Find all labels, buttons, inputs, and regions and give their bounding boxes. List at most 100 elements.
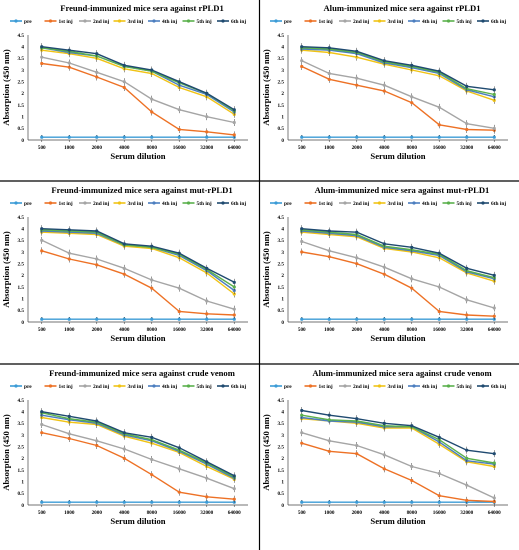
data-point [492, 88, 496, 92]
x-tick-label: 500 [38, 327, 46, 333]
data-point [437, 251, 441, 255]
data-point [177, 446, 181, 450]
y-tick-label: 4.5 [278, 215, 285, 221]
y-axis-label: Absorption (450 nm) [261, 231, 271, 308]
data-point [437, 500, 441, 504]
legend-label: 4th inj [162, 19, 177, 25]
data-point [465, 135, 469, 139]
y-tick-label: 3.5 [278, 238, 285, 244]
legend-marker [48, 384, 53, 388]
data-point [150, 110, 154, 114]
data-point [355, 76, 359, 80]
y-tick-label: 0 [21, 503, 24, 509]
y-tick-label: 2.5 [18, 444, 25, 450]
y-tick-label: 0 [21, 138, 24, 144]
data-point [327, 255, 331, 259]
data-point [300, 317, 304, 321]
data-point [67, 61, 71, 65]
data-point [177, 108, 181, 112]
x-tick-label: 1000 [64, 327, 75, 333]
y-tick-label: 4 [281, 409, 284, 415]
x-tick-label: 32000 [200, 327, 213, 333]
data-point [300, 135, 304, 139]
chart-panel: Alum-immunized mice sera against crude v… [261, 368, 508, 526]
x-tick-label: 4000 [119, 327, 130, 333]
series-line [41, 49, 235, 115]
series-line [41, 229, 235, 288]
x-tick-label: 1000 [64, 510, 75, 516]
legend-marker [343, 384, 347, 388]
series-line [301, 48, 495, 98]
legend-label: 5th inj [197, 201, 212, 207]
legend-label: 1st inj [319, 201, 333, 207]
data-point [355, 452, 359, 456]
series-line [301, 240, 495, 309]
series-line [41, 250, 235, 316]
x-tick-label: 8000 [147, 145, 158, 151]
x-axis-label: Serum dilution [110, 333, 165, 343]
x-tick-label: 1000 [324, 145, 335, 151]
data-point [205, 299, 209, 303]
data-point [382, 467, 386, 471]
legend-marker [343, 19, 347, 23]
data-point [232, 120, 236, 125]
legend-label: 5th inj [197, 384, 212, 390]
x-tick-label: 500 [298, 327, 306, 333]
x-axis-label: Serum dilution [370, 333, 425, 343]
y-tick-label: 3 [281, 433, 284, 439]
data-point [492, 461, 496, 465]
x-tick-label: 500 [298, 145, 306, 151]
data-point [177, 500, 181, 504]
x-axis-label: Serum dilution [110, 151, 165, 161]
x-tick-label: 64000 [228, 145, 241, 151]
data-point [150, 278, 154, 282]
data-point [355, 262, 359, 266]
legend-marker [308, 19, 313, 23]
legend-marker [152, 201, 156, 205]
legend-label: 4th inj [162, 201, 177, 207]
y-tick-label: 2 [21, 273, 24, 279]
data-point [122, 85, 126, 90]
x-tick-label: 500 [38, 510, 46, 516]
data-point [300, 413, 304, 417]
x-tick-label: 64000 [228, 327, 241, 333]
data-point [410, 286, 414, 290]
data-point [382, 135, 386, 139]
data-point [410, 63, 414, 67]
series-line [41, 411, 235, 477]
data-point [327, 418, 331, 422]
data-point [410, 101, 414, 105]
y-tick-label: 0.5 [18, 491, 25, 497]
legend-marker [221, 19, 225, 23]
data-point [382, 272, 386, 276]
y-tick-label: 0 [281, 320, 284, 326]
legend-marker [221, 384, 225, 388]
data-point [40, 422, 44, 427]
y-tick-label: 2.5 [18, 79, 25, 85]
data-point [40, 431, 44, 435]
legend-marker [14, 19, 18, 23]
y-tick-label: 4.5 [18, 215, 25, 221]
data-point [327, 413, 331, 417]
data-point [67, 228, 71, 232]
x-tick-label: 64000 [488, 145, 501, 151]
data-point [355, 55, 359, 59]
x-tick-label: 2000 [352, 510, 363, 516]
x-tick-label: 16000 [173, 510, 186, 516]
legend-label: pre [284, 19, 292, 25]
data-point [355, 317, 359, 321]
data-point [465, 127, 469, 132]
data-point [67, 317, 71, 321]
data-point [205, 266, 209, 270]
y-axis-label: Absorption (450 nm) [261, 414, 271, 491]
y-tick-label: 0 [21, 320, 24, 326]
y-tick-label: 2.5 [18, 261, 25, 267]
data-point [382, 453, 386, 457]
series-line [301, 432, 495, 499]
data-point [95, 500, 99, 504]
data-point [492, 126, 496, 130]
series-line [301, 409, 495, 455]
data-point [150, 97, 154, 101]
y-tick-label: 3.5 [278, 56, 285, 62]
